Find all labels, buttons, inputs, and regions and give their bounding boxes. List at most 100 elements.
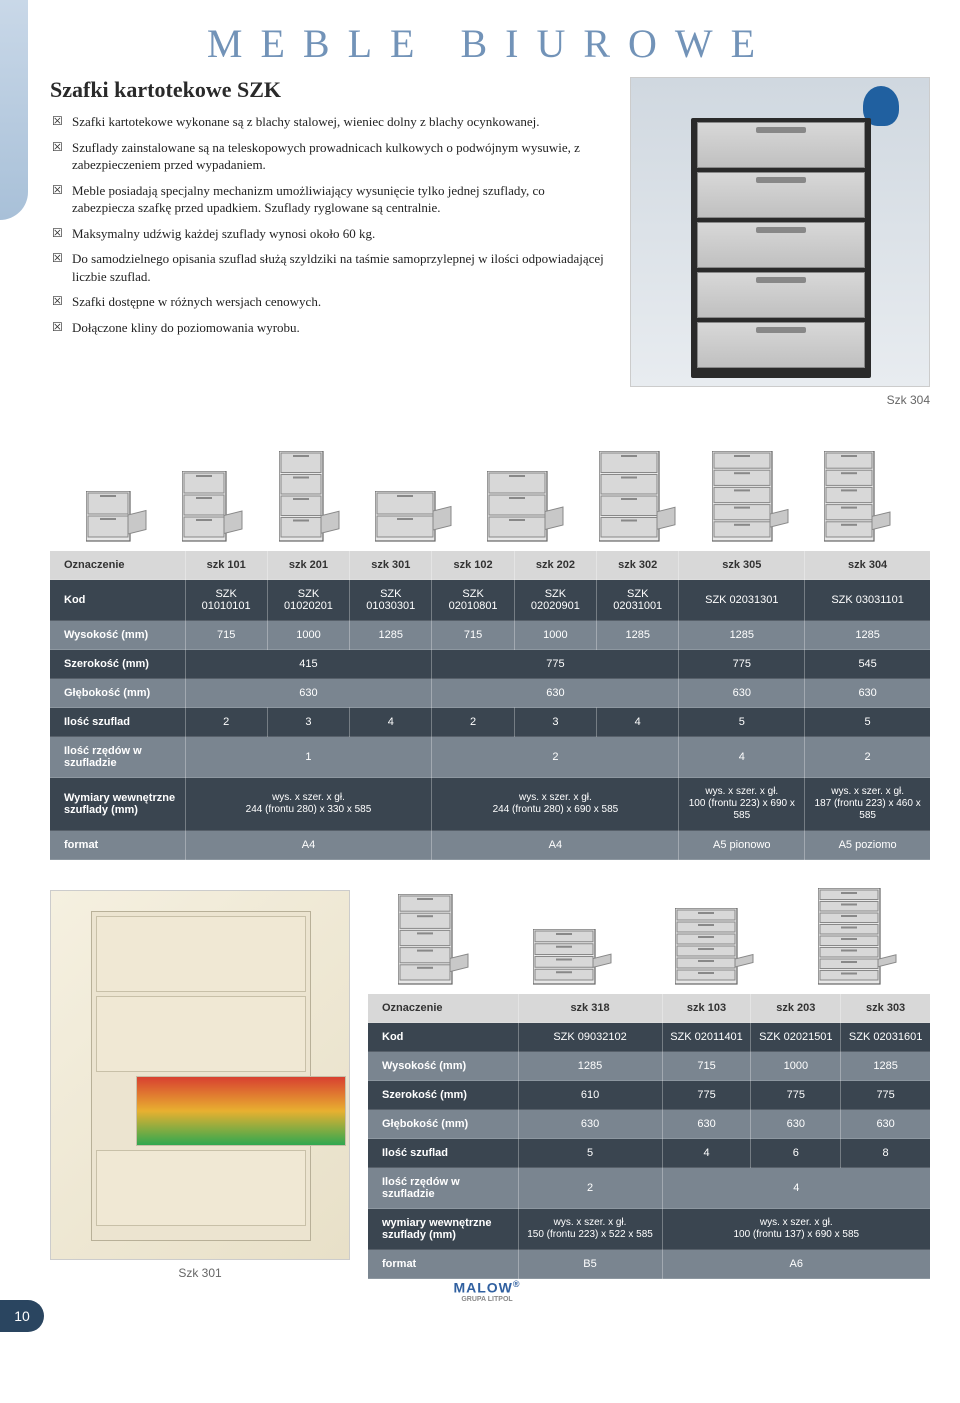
table-cell: 1285 xyxy=(350,621,432,650)
table-cell: 2 xyxy=(432,737,679,778)
table-cell: 4 xyxy=(350,708,432,737)
row-label: Wysokość (mm) xyxy=(50,621,185,650)
spec-table-1: Oznaczenieszk 101szk 201szk 301szk 102sz… xyxy=(50,551,930,860)
row-label: Wysokość (mm) xyxy=(368,1052,518,1081)
table-cell: wys. x szer. x gł.244 (frontu 280) x 690… xyxy=(432,778,679,831)
table-col-header: szk 318 xyxy=(518,994,662,1023)
table-cell: 1285 xyxy=(518,1052,662,1081)
table-cell: wys. x szer. x gł.244 (frontu 280) x 330… xyxy=(185,778,432,831)
table-header-label: Oznaczenie xyxy=(368,994,518,1023)
table-cell: 6 xyxy=(751,1139,841,1168)
table-cell: SZK 02031001 xyxy=(597,580,679,621)
table-cell: B5 xyxy=(518,1250,662,1279)
page-number-badge: 10 xyxy=(0,1300,44,1332)
table-cell: 4 xyxy=(679,737,805,778)
table-cell: 610 xyxy=(518,1081,662,1110)
table-cell: SZK 02031601 xyxy=(841,1023,930,1052)
cabinet-icon xyxy=(375,491,455,547)
table-cell: 2 xyxy=(432,708,514,737)
table-cell: 545 xyxy=(805,650,930,679)
table-cell: 630 xyxy=(432,679,679,708)
feature-bullet: Szafki dostępne w różnych wersjach cenow… xyxy=(50,293,610,311)
row-label: Ilość rzędów w szufladzie xyxy=(50,737,185,778)
table-col-header: szk 302 xyxy=(597,551,679,580)
table-col-header: szk 102 xyxy=(432,551,514,580)
row-label: format xyxy=(368,1250,518,1279)
spec-table-2: Oznaczenieszk 318szk 103szk 203szk 303Ko… xyxy=(368,994,930,1279)
table-cell: wys. x szer. x gł.187 (frontu 223) x 460… xyxy=(805,778,930,831)
table-cell: 630 xyxy=(679,679,805,708)
feature-bullet: Maksymalny udźwig każdej szuflady wynosi… xyxy=(50,225,610,243)
table-cell: A4 xyxy=(432,831,679,860)
table-cell: 775 xyxy=(841,1081,930,1110)
cabinet-icon xyxy=(533,929,615,990)
table-cell: SZK 02011401 xyxy=(662,1023,751,1052)
table-cell: 415 xyxy=(185,650,432,679)
table-cell: 775 xyxy=(432,650,679,679)
cabinet-icon-row-1 xyxy=(50,437,930,547)
table-cell: A5 poziomo xyxy=(805,831,930,860)
table-cell: 630 xyxy=(751,1110,841,1139)
table-cell: 8 xyxy=(841,1139,930,1168)
row-label: Kod xyxy=(368,1023,518,1052)
cabinet-icon xyxy=(818,888,900,990)
cabinet-icon xyxy=(279,451,343,547)
table-cell: SZK 02031301 xyxy=(679,580,805,621)
table-cell: 630 xyxy=(518,1110,662,1139)
table-header-label: Oznaczenie xyxy=(50,551,185,580)
table-cell: 630 xyxy=(662,1110,751,1139)
table-cell: 1285 xyxy=(805,621,930,650)
section-title: Szafki kartotekowe SZK xyxy=(50,77,610,103)
table-cell: 3 xyxy=(267,708,349,737)
feature-bullet: Dołączone kliny do poziomowania wyrobu. xyxy=(50,319,610,337)
table-cell: SZK 01010101 xyxy=(185,580,267,621)
table-cell: 630 xyxy=(185,679,432,708)
table-col-header: szk 103 xyxy=(662,994,751,1023)
table-cell: 1285 xyxy=(597,621,679,650)
feature-bullet: Meble posiadają specjalny mechanizm umoż… xyxy=(50,182,610,217)
table-cell: 715 xyxy=(662,1052,751,1081)
table-cell: 4 xyxy=(662,1139,751,1168)
row-label: Ilość szuflad xyxy=(368,1139,518,1168)
row-label: format xyxy=(50,831,185,860)
cabinet-icon xyxy=(86,491,150,547)
logo-text: MALOW xyxy=(453,1280,512,1296)
page-number: 10 xyxy=(14,1308,30,1324)
table-cell: 1285 xyxy=(679,621,805,650)
table-col-header: szk 203 xyxy=(751,994,841,1023)
table-cell: SZK 09032102 xyxy=(518,1023,662,1052)
photo-caption-2: Szk 301 xyxy=(50,1266,350,1280)
table-cell: 1000 xyxy=(514,621,596,650)
table-cell: 715 xyxy=(432,621,514,650)
cabinet-icon xyxy=(824,451,894,547)
table-col-header: szk 202 xyxy=(514,551,596,580)
table-cell: wys. x szer. x gł.150 (frontu 223) x 522… xyxy=(518,1209,662,1250)
row-label: Głębokość (mm) xyxy=(50,679,185,708)
product-photo-secondary xyxy=(50,890,350,1260)
cabinet-icon xyxy=(599,451,679,547)
table-cell: 2 xyxy=(518,1168,662,1209)
photo-caption-1: Szk 304 xyxy=(630,393,930,407)
table-cell: 5 xyxy=(518,1139,662,1168)
table-col-header: szk 101 xyxy=(185,551,267,580)
cabinet-icon xyxy=(712,451,792,547)
table-cell: wys. x szer. x gł.100 (frontu 137) x 690… xyxy=(662,1209,930,1250)
table-cell: 2 xyxy=(805,737,930,778)
feature-bullet: Do samodzielnego opisania szuflad służą … xyxy=(50,250,610,285)
table-col-header: szk 304 xyxy=(805,551,930,580)
table-cell: SZK 03031101 xyxy=(805,580,930,621)
table-cell: 4 xyxy=(597,708,679,737)
table-cell: 1000 xyxy=(267,621,349,650)
page-title: MEBLE BIUROWE xyxy=(50,20,930,67)
table-cell: A4 xyxy=(185,831,432,860)
table-cell: wys. x szer. x gł.100 (frontu 223) x 690… xyxy=(679,778,805,831)
table-cell: 4 xyxy=(662,1168,930,1209)
table-cell: 775 xyxy=(679,650,805,679)
cabinet-icon xyxy=(398,894,472,990)
table-col-header: szk 301 xyxy=(350,551,432,580)
product-photo-main xyxy=(630,77,930,387)
row-label: Ilość szuflad xyxy=(50,708,185,737)
table-col-header: szk 201 xyxy=(267,551,349,580)
row-label: Głębokość (mm) xyxy=(368,1110,518,1139)
table-cell: 2 xyxy=(185,708,267,737)
